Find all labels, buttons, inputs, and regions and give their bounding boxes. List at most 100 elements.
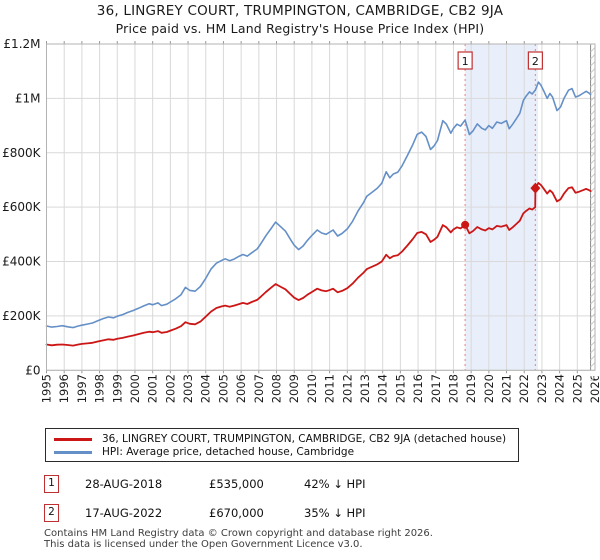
page-subtitle: Price paid vs. HM Land Registry's House … [115, 21, 485, 36]
x-axis-label: 2025 [570, 374, 584, 403]
hatch-mark [590, 159, 596, 165]
transaction-2-date: 17-AUG-2022 [85, 506, 163, 520]
page-title: 36, LINGREY COURT, TRUMPINGTON, CAMBRIDG… [96, 3, 504, 19]
y-axis-label: £0 [25, 363, 40, 377]
hatch-clip-top [590, 0, 600, 44]
x-axis-label: 2019 [464, 374, 478, 403]
x-axis-label: 2006 [234, 374, 248, 403]
x-axis-label: 2013 [358, 374, 372, 403]
hatch-mark [590, 355, 596, 361]
hatch-mark [590, 348, 596, 354]
hatch-mark [590, 75, 596, 81]
hatch-mark [590, 208, 596, 214]
x-axis-label: 2021 [500, 374, 514, 403]
transaction-2-price: £670,000 [209, 506, 264, 520]
x-axis-label: 2022 [517, 374, 531, 403]
hatch-mark [590, 131, 596, 137]
hatch-mark [590, 327, 596, 333]
hatch-mark [590, 341, 596, 347]
copyright-footer: Contains HM Land Registry data © Crown c… [44, 528, 433, 550]
hatch-mark [590, 292, 596, 298]
hatch-mark [590, 236, 596, 242]
x-axis-label: 2003 [181, 374, 195, 403]
x-axis-label: 2005 [216, 374, 230, 403]
sale-2-marker [530, 182, 541, 194]
transaction-row-2: 2 17-AUG-2022 £670,000 35% ↓ HPI [0, 504, 600, 524]
hatch-mark [590, 152, 596, 158]
transaction-1-badge: 1 [44, 475, 59, 493]
hatch-mark [590, 194, 596, 200]
hatch-mark [590, 278, 596, 284]
legend-row-property: 36, LINGREY COURT, TRUMPINGTON, CAMBRIDG… [46, 432, 518, 446]
hatch-mark [590, 47, 596, 53]
plot-border [46, 43, 596, 371]
x-axis-label: 2011 [323, 374, 337, 403]
y-axis-label: £200K [2, 309, 42, 323]
hatch-mark [590, 215, 596, 221]
hatch-mark [590, 285, 596, 291]
footer-line-2: This data is licensed under the Open Gov… [44, 538, 363, 550]
x-axis-label: 1999 [110, 374, 124, 403]
hatch-mark [590, 138, 596, 144]
x-axis-label: 2026 [588, 374, 600, 403]
sale-label-box [527, 51, 543, 70]
x-axis-label: 1995 [40, 374, 54, 403]
hatch-mark [590, 89, 596, 95]
hatch-mark [590, 103, 596, 109]
y-axis-label: £400K [2, 255, 42, 269]
transaction-1-date: 28-AUG-2018 [85, 477, 163, 491]
legend-row-hpi: HPI: Average price, detached house, Camb… [46, 445, 518, 459]
hpi-line-swatch [54, 451, 92, 454]
transaction-1-price: £535,000 [209, 477, 264, 491]
y-axis-label: £600K [2, 200, 42, 214]
hatch-mark [590, 166, 596, 172]
property-price-line [45, 181, 592, 347]
hatch-mark [590, 264, 596, 270]
x-axis-label: 2015 [393, 374, 407, 403]
y-axis-label: £1M [15, 91, 41, 105]
hpi-line [45, 81, 592, 329]
hatch-mark [590, 313, 596, 319]
sale-1-marker [461, 220, 470, 229]
hatch-mark [590, 376, 596, 382]
hatch-mark [590, 271, 596, 277]
x-axis-label: 2014 [376, 374, 390, 403]
hatch-mark [590, 229, 596, 235]
x-axis-label: 2008 [270, 374, 284, 403]
hatch-mark [590, 82, 596, 88]
hatch-mark [590, 180, 596, 186]
transaction-2-hpi-diff: 35% ↓ HPI [304, 506, 366, 520]
hatch-mark [590, 250, 596, 256]
hatch-mark [590, 124, 596, 130]
property-line-swatch [54, 438, 92, 441]
hatch-mark [590, 243, 596, 249]
hatch-clip-bottom [590, 370, 600, 377]
x-axis-label: 2001 [146, 374, 160, 403]
x-axis-label: 1998 [93, 374, 107, 403]
y-axis-label: £1.2M [3, 37, 40, 51]
transaction-row-1: 1 28-AUG-2018 £535,000 42% ↓ HPI [0, 475, 600, 495]
x-axis-label: 2010 [305, 374, 319, 403]
hatch-mark [590, 54, 596, 60]
sale-label-number: 1 [462, 55, 469, 68]
hatch-mark [590, 61, 596, 67]
x-axis-label: 2000 [128, 374, 142, 403]
x-axis-label: 2024 [553, 374, 567, 403]
hatch-mark [590, 68, 596, 74]
x-axis-label: 2004 [199, 374, 213, 403]
y-axis-label: £800K [2, 146, 42, 160]
x-axis-label: 1997 [75, 374, 89, 403]
hatch-mark [590, 257, 596, 263]
x-axis-label: 1996 [57, 374, 71, 403]
x-axis-label: 2002 [163, 374, 177, 403]
legend: 36, LINGREY COURT, TRUMPINGTON, CAMBRIDG… [45, 428, 519, 462]
footer-line-1: Contains HM Land Registry data © Crown c… [44, 528, 433, 539]
hatch-mark [590, 306, 596, 312]
transaction-1-hpi-diff: 42% ↓ HPI [304, 477, 366, 491]
hatch-mark [590, 299, 596, 305]
legend-property-label: 36, LINGREY COURT, TRUMPINGTON, CAMBRIDG… [102, 433, 507, 445]
hatch-mark [590, 110, 596, 116]
x-axis-label: 2007 [252, 374, 266, 403]
hatch-mark [590, 334, 596, 340]
